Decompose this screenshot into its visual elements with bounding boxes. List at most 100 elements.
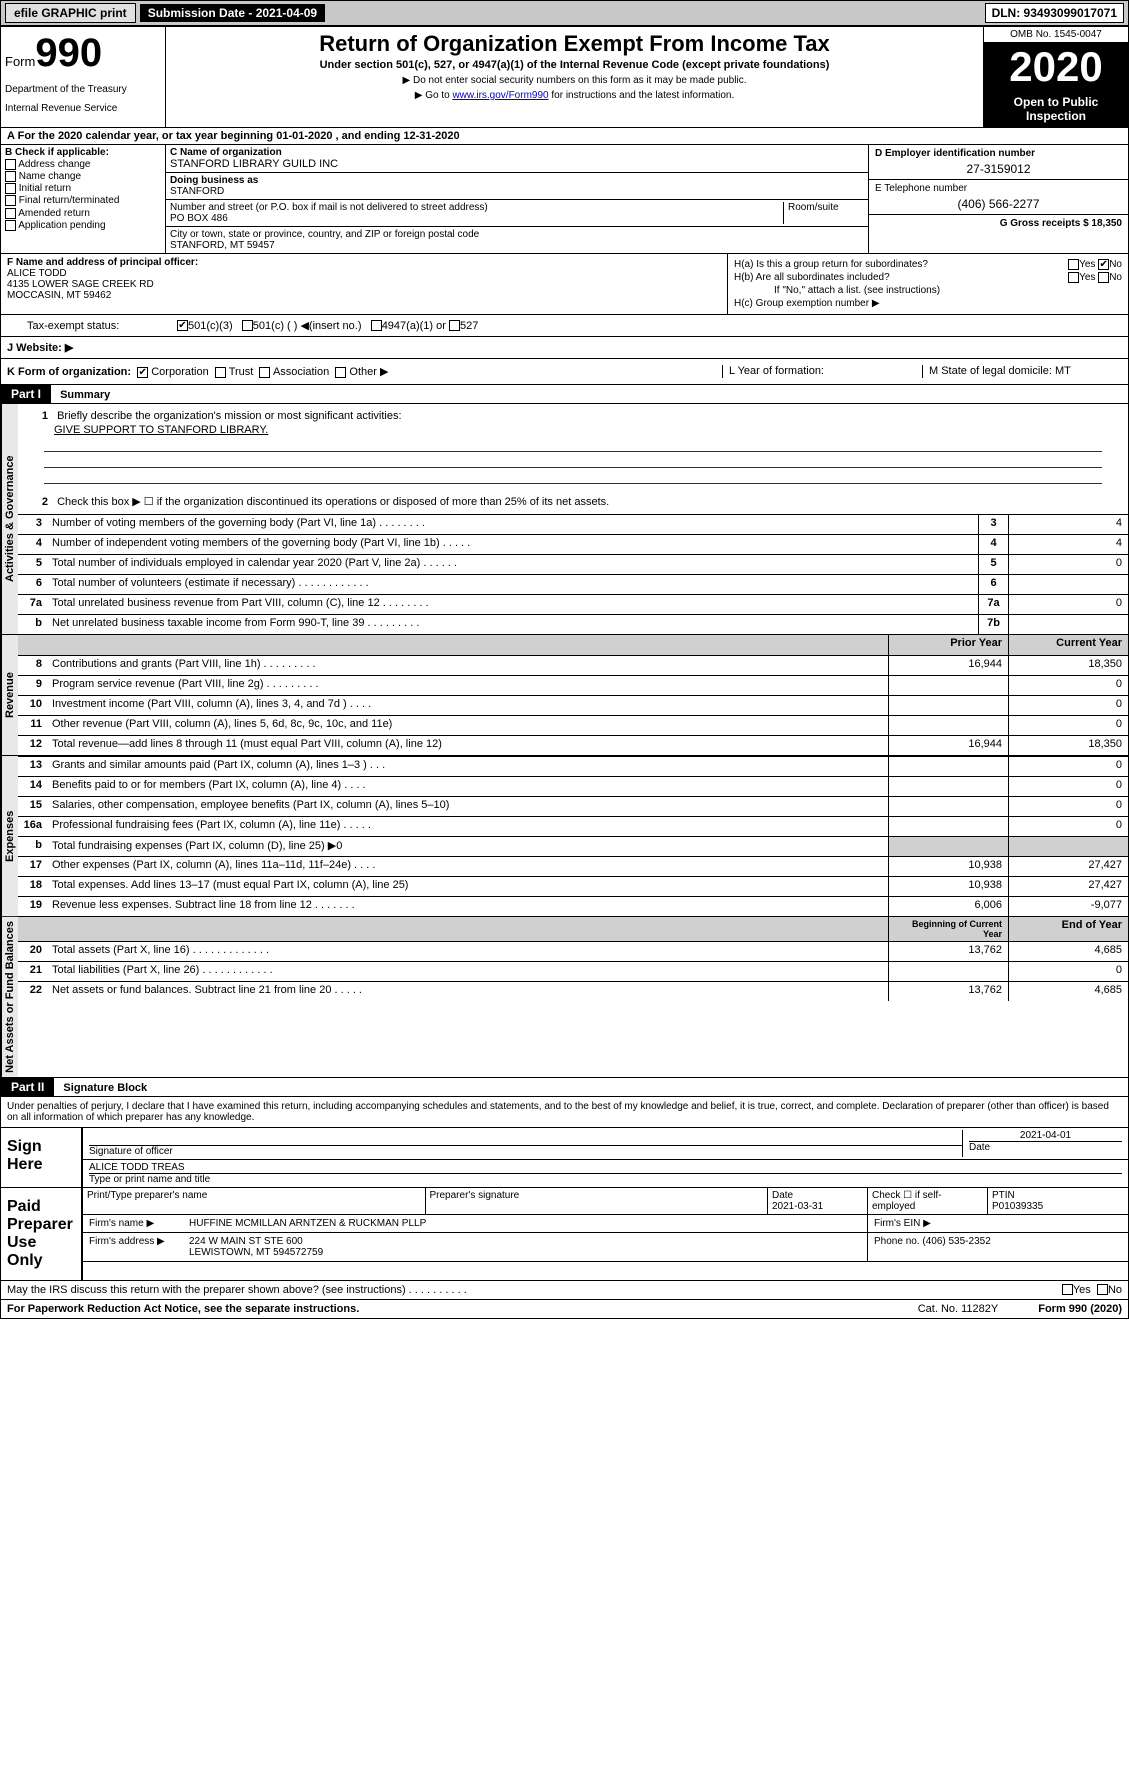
- summary-line: 20Total assets (Part X, line 16) . . . .…: [18, 941, 1128, 961]
- dba-label: Doing business as: [170, 175, 864, 186]
- officer-label: F Name and address of principal officer:: [7, 257, 721, 268]
- firm-addr-label: Firm's address ▶: [83, 1233, 183, 1261]
- mission-text: GIVE SUPPORT TO STANFORD LIBRARY.: [54, 424, 1122, 436]
- efile-btn[interactable]: efile GRAPHIC print: [5, 3, 136, 23]
- note-link: ▶ Go to www.irs.gov/Form990 for instruct…: [174, 90, 975, 101]
- phone-value: (406) 566-2277: [875, 197, 1122, 211]
- tax-501c3[interactable]: [177, 320, 188, 331]
- prep-name-label: Print/Type preparer's name: [83, 1188, 426, 1215]
- summary-line: 18Total expenses. Add lines 13–17 (must …: [18, 876, 1128, 896]
- ptin: P01039335: [992, 1201, 1043, 1212]
- omb-number: OMB No. 1545-0047: [984, 27, 1128, 43]
- colb-item[interactable]: Amended return: [5, 208, 161, 219]
- firm-name: HUFFINE MCMILLAN ARNTZEN & RUCKMAN PLLP: [183, 1215, 868, 1232]
- colb-item[interactable]: Application pending: [5, 220, 161, 231]
- dln: DLN: 93493099017071: [985, 3, 1124, 23]
- form-title: Return of Organization Exempt From Incom…: [174, 31, 975, 57]
- irs-label: Internal Revenue Service: [5, 103, 161, 114]
- part2-header: Part II: [1, 1078, 54, 1096]
- name-label: C Name of organization: [170, 147, 864, 158]
- summary-line: 7aTotal unrelated business revenue from …: [18, 594, 1128, 614]
- hb-yes[interactable]: [1068, 272, 1079, 283]
- col-b-checkboxes: B Check if applicable: Address change Na…: [1, 145, 166, 253]
- form-subtitle: Under section 501(c), 527, or 4947(a)(1)…: [174, 59, 975, 71]
- officer-name: ALICE TODD: [7, 268, 721, 279]
- colb-item[interactable]: Initial return: [5, 183, 161, 194]
- prep-date: 2021-03-31: [772, 1201, 823, 1212]
- officer-addr1: 4135 LOWER SAGE CREEK RD: [7, 279, 721, 290]
- prep-check: Check ☐ if self-employed: [868, 1188, 988, 1215]
- k-other[interactable]: [335, 367, 346, 378]
- summary-line: 8Contributions and grants (Part VIII, li…: [18, 655, 1128, 675]
- hdr-prior: Prior Year: [888, 635, 1008, 655]
- addr-value: PO BOX 486: [170, 213, 779, 224]
- ein-value: 27-3159012: [875, 162, 1122, 176]
- summary-line: 16aProfessional fundraising fees (Part I…: [18, 816, 1128, 836]
- colb-item[interactable]: Name change: [5, 171, 161, 182]
- l-year: L Year of formation:: [722, 365, 922, 378]
- colb-item[interactable]: Address change: [5, 159, 161, 170]
- summary-line: bNet unrelated business taxable income f…: [18, 614, 1128, 634]
- summary-line: 4Number of independent voting members of…: [18, 534, 1128, 554]
- ha-yes[interactable]: [1068, 259, 1079, 270]
- tax-527[interactable]: [449, 320, 460, 331]
- hb-no[interactable]: [1098, 272, 1109, 283]
- city-value: STANFORD, MT 59457: [170, 240, 864, 251]
- tax-4947[interactable]: [371, 320, 382, 331]
- gross-receipts: G Gross receipts $ 18,350: [1000, 218, 1122, 229]
- ha-no[interactable]: [1098, 259, 1109, 270]
- cat-no: Cat. No. 11282Y: [918, 1303, 999, 1315]
- firm-addr2: LEWISTOWN, MT 594572759: [189, 1247, 861, 1258]
- summary-line: 6Total number of volunteers (estimate if…: [18, 574, 1128, 594]
- part2-title: Signature Block: [57, 1080, 153, 1096]
- k-corp[interactable]: [137, 367, 148, 378]
- dept-treasury: Department of the Treasury: [5, 84, 161, 95]
- city-label: City or town, state or province, country…: [170, 229, 864, 240]
- org-name: STANFORD LIBRARY GUILD INC: [170, 158, 864, 170]
- vtab-governance: Activities & Governance: [1, 404, 18, 634]
- ein-label: D Employer identification number: [875, 148, 1122, 159]
- k-assoc[interactable]: [259, 367, 270, 378]
- k-trust[interactable]: [215, 367, 226, 378]
- form990-link[interactable]: www.irs.gov/Form990: [452, 90, 548, 101]
- form-word: Form: [5, 54, 35, 69]
- sig-date: 2021-04-01: [969, 1130, 1122, 1141]
- phone-label: E Telephone number: [875, 183, 1122, 194]
- hdr-current: Current Year: [1008, 635, 1128, 655]
- discuss-text: May the IRS discuss this return with the…: [7, 1284, 1062, 1296]
- website-row: J Website: ▶: [1, 337, 1128, 359]
- officer-printed: ALICE TODD TREAS: [89, 1162, 1122, 1174]
- summary-line: 14Benefits paid to or for members (Part …: [18, 776, 1128, 796]
- summary-line: 22Net assets or fund balances. Subtract …: [18, 981, 1128, 1001]
- pra-notice: For Paperwork Reduction Act Notice, see …: [7, 1303, 359, 1315]
- discuss-no[interactable]: [1097, 1284, 1108, 1295]
- declaration: Under penalties of perjury, I declare th…: [1, 1097, 1128, 1127]
- submission-date: Submission Date - 2021-04-09: [140, 4, 325, 22]
- summary-line: 13Grants and similar amounts paid (Part …: [18, 756, 1128, 776]
- summary-line: 3Number of voting members of the governi…: [18, 514, 1128, 534]
- part1-title: Summary: [54, 387, 116, 403]
- hdr-end: End of Year: [1008, 917, 1128, 941]
- paid-preparer: Paid Preparer Use Only: [1, 1188, 81, 1280]
- q1-text: Briefly describe the organization's miss…: [57, 410, 401, 422]
- summary-line: 12Total revenue—add lines 8 through 11 (…: [18, 735, 1128, 755]
- topbar: efile GRAPHIC print Submission Date - 20…: [0, 0, 1129, 26]
- tax-year: 2020: [984, 43, 1128, 91]
- line-a: A For the 2020 calendar year, or tax yea…: [1, 128, 1128, 145]
- tax-501c[interactable]: [242, 320, 253, 331]
- k-label: K Form of organization:: [7, 366, 131, 378]
- m-state: M State of legal domicile: MT: [922, 365, 1122, 378]
- discuss-yes[interactable]: [1062, 1284, 1073, 1295]
- summary-line: 9Program service revenue (Part VIII, lin…: [18, 675, 1128, 695]
- vtab-revenue: Revenue: [1, 635, 18, 755]
- ha-row: H(a) Is this a group return for subordin…: [734, 259, 1122, 270]
- summary-line: 15Salaries, other compensation, employee…: [18, 796, 1128, 816]
- hb-note: If "No," attach a list. (see instruction…: [734, 285, 1122, 296]
- firm-name-label: Firm's name ▶: [83, 1215, 183, 1232]
- hb-row: H(b) Are all subordinates included? Yes …: [734, 272, 1122, 283]
- officer-addr2: MOCCASIN, MT 59462: [7, 290, 721, 301]
- note-ssn: ▶ Do not enter social security numbers o…: [174, 75, 975, 86]
- colb-item[interactable]: Final return/terminated: [5, 195, 161, 206]
- sig-officer-label: Signature of officer: [89, 1146, 962, 1157]
- summary-line: 11Other revenue (Part VIII, column (A), …: [18, 715, 1128, 735]
